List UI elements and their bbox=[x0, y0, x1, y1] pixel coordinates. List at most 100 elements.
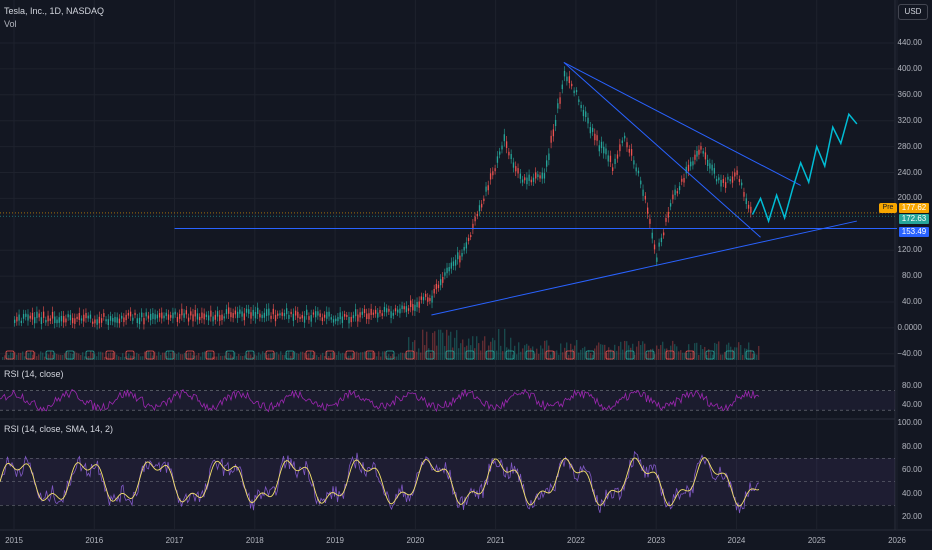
candle-body bbox=[112, 317, 114, 322]
candle-body bbox=[467, 237, 470, 241]
candle-body bbox=[219, 315, 221, 321]
volume-bar bbox=[176, 354, 178, 360]
volume-bar bbox=[220, 355, 222, 360]
candle-body bbox=[45, 319, 47, 323]
volume-bar bbox=[172, 351, 174, 360]
volume-bar bbox=[106, 356, 108, 360]
candle-body bbox=[357, 314, 359, 322]
volume-bar bbox=[116, 354, 118, 360]
earnings-marker bbox=[325, 350, 335, 360]
candle-body bbox=[649, 218, 651, 224]
candle-body bbox=[172, 312, 174, 319]
candle-body bbox=[303, 316, 306, 323]
earnings-marker bbox=[445, 350, 455, 360]
volume-bar bbox=[702, 348, 704, 360]
volume-bar bbox=[722, 354, 724, 360]
candle-body bbox=[660, 237, 663, 243]
volume-bar bbox=[2, 356, 4, 360]
volume-bar bbox=[672, 340, 674, 360]
volume-bar bbox=[378, 351, 380, 360]
rsi-2-label[interactable]: RSI (14, close, SMA, 14, 2) bbox=[4, 424, 114, 434]
candle-body bbox=[431, 295, 433, 303]
candle-body bbox=[89, 314, 92, 319]
earnings-marker bbox=[545, 350, 555, 360]
volume-bar bbox=[194, 355, 196, 360]
volume-bar bbox=[336, 355, 338, 360]
volume-bar bbox=[532, 346, 534, 360]
volume-bar bbox=[158, 351, 160, 360]
candle-body bbox=[563, 70, 566, 77]
volume-bar bbox=[478, 343, 480, 360]
candle-body bbox=[143, 318, 145, 325]
volume-bar bbox=[476, 336, 478, 360]
volume-bar bbox=[470, 345, 472, 360]
volume-bar bbox=[218, 353, 220, 360]
volume-bar bbox=[506, 347, 508, 360]
currency-button[interactable]: USD bbox=[898, 4, 928, 20]
candle-body bbox=[156, 314, 159, 319]
volume-bar bbox=[690, 352, 692, 360]
candle-body bbox=[179, 313, 181, 319]
candle-body bbox=[306, 309, 308, 316]
candle-body bbox=[114, 316, 116, 323]
candle-body bbox=[230, 312, 232, 318]
symbol-title[interactable]: Tesla, Inc., 1D, NASDAQ bbox=[4, 6, 105, 16]
volume-bar bbox=[30, 351, 32, 360]
candle-body bbox=[397, 309, 399, 313]
candle-body bbox=[348, 317, 350, 324]
rsi-2-sma-line bbox=[0, 457, 760, 507]
volume-bar bbox=[418, 348, 420, 360]
candle-body bbox=[386, 308, 388, 313]
candle-body bbox=[651, 232, 653, 239]
candle-body bbox=[619, 144, 621, 152]
candle-body bbox=[199, 316, 201, 321]
volume-bar bbox=[524, 345, 526, 360]
candle-body bbox=[145, 312, 147, 317]
candle-body bbox=[609, 155, 612, 162]
candle-body bbox=[323, 314, 326, 318]
volume-bar bbox=[250, 354, 252, 360]
time-axis-label: 2016 bbox=[85, 536, 104, 545]
volume-bar bbox=[652, 348, 654, 360]
volume-bar bbox=[688, 344, 690, 360]
volume-label[interactable]: Vol bbox=[4, 19, 17, 29]
line-price-tag: 153.49 bbox=[899, 227, 929, 237]
rsi-1-label[interactable]: RSI (14, close) bbox=[4, 369, 64, 379]
volume-bar bbox=[254, 354, 256, 360]
price-axis-label: 320.00 bbox=[897, 115, 922, 125]
earnings-marker bbox=[185, 350, 195, 360]
volume-bar bbox=[608, 347, 610, 360]
candle-body bbox=[34, 317, 36, 324]
volume-bar bbox=[324, 355, 326, 360]
volume-bar bbox=[360, 352, 362, 360]
candle-body bbox=[690, 161, 692, 167]
volume-bar bbox=[648, 350, 650, 360]
candle-body bbox=[372, 312, 375, 315]
candle-body bbox=[60, 315, 63, 322]
volume-bar bbox=[60, 354, 62, 360]
volume-bar bbox=[4, 355, 6, 360]
volume-bar bbox=[46, 353, 48, 360]
volume-bar bbox=[26, 351, 28, 360]
candle-body bbox=[96, 319, 98, 325]
volume-bar bbox=[344, 353, 346, 360]
volume-bar bbox=[646, 353, 648, 360]
candle-body bbox=[223, 316, 225, 319]
rsi-2-axis-label: 40.00 bbox=[901, 488, 922, 498]
candle-body bbox=[478, 205, 481, 212]
volume-bar bbox=[316, 355, 318, 360]
volume-bar bbox=[614, 344, 616, 360]
volume-bar bbox=[144, 351, 146, 360]
candle-body bbox=[621, 140, 623, 144]
volume-bar bbox=[700, 345, 702, 360]
volume-bar bbox=[742, 354, 744, 360]
price-axis-label: 280.00 bbox=[897, 141, 922, 151]
candle-body bbox=[326, 311, 328, 319]
earnings-marker bbox=[205, 350, 215, 360]
candle-body bbox=[704, 152, 707, 160]
candle-body bbox=[552, 129, 555, 137]
volume-bar bbox=[534, 353, 536, 360]
volume-bar bbox=[230, 354, 232, 360]
candle-body bbox=[433, 288, 435, 294]
